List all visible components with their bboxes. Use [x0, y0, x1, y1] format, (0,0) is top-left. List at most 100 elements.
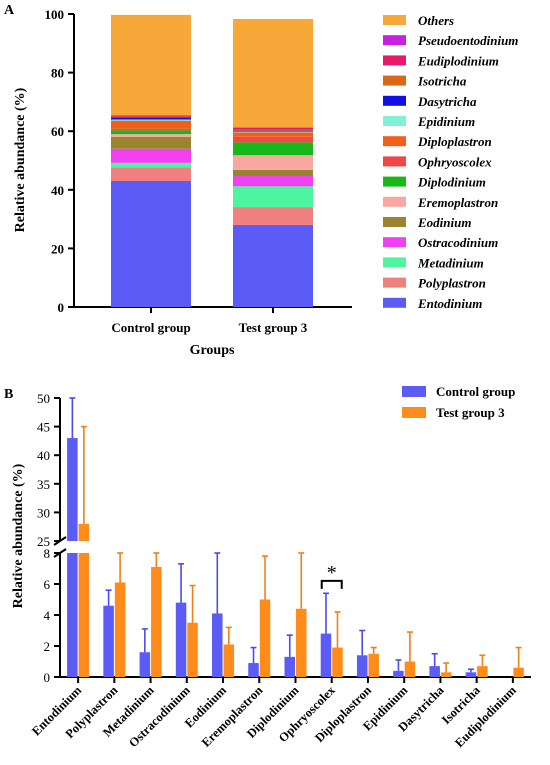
stacked-bar-segment-polyplastron-test-group-3 [233, 207, 313, 225]
legend-swatch-eudiplodinium [383, 55, 406, 66]
legend-swatch-eremoplastron [383, 196, 406, 207]
panel-a-y-tick-label: 40 [51, 183, 64, 198]
panel-a-y-tick-label: 100 [45, 7, 65, 22]
bar-test-group-3-ostracodinium [187, 622, 198, 677]
panel-a-x-tick-label: Control group [111, 320, 190, 335]
stacked-bar-segment-epidinium-control-group [111, 119, 191, 121]
legend-label-epidinium: Epidinium [417, 114, 475, 129]
bar-test-group-3-dasytricha [440, 672, 452, 677]
significance-star: * [327, 562, 337, 584]
legend-label-test-group-3: Test group 3 [436, 405, 505, 420]
legend-swatch-entodinium [383, 297, 406, 308]
legend-swatch-metadinium [383, 257, 406, 268]
panel-b-legend: Control group Test group 3 [402, 384, 515, 420]
legend-label-dasytricha: Dasytricha [417, 94, 477, 109]
stacked-bar-segment-pseudoentodinium-control-group [111, 115, 191, 116]
bar-control-group-metadinium [139, 652, 151, 677]
stacked-bar-segment-eodinium-control-group [111, 136, 191, 149]
panel-a: A Relative abundance (%) Groups 0 20 40 60 8… [4, 3, 518, 358]
bar-test-group-3-entodinium-upper [78, 523, 90, 541]
panel-b-y-tick-label: 30 [37, 505, 50, 520]
stacked-bar-segment-ostracodinium-control-group [111, 148, 191, 163]
panel-b-y-axis-label: Relative abundance (%) [11, 463, 26, 608]
bar-control-group-dasytricha [429, 666, 440, 677]
legend-swatch-others [383, 15, 406, 25]
panel-b-y-tick-label: 45 [37, 420, 50, 435]
panel-b-y-tick-label: 50 [37, 391, 50, 406]
stacked-bar-segment-ophryoscolex-control-group [111, 128, 191, 131]
panel-b-y-tick-label: 8 [44, 546, 51, 561]
panel-a-axes: 0 20 40 60 80 100 Control group Test group 3 [45, 7, 352, 335]
stacked-bar-segment-diplodinium-test-group-3 [233, 142, 313, 156]
panel-b-bars: * [67, 397, 524, 677]
stacked-bar-segment-others-control-group [111, 14, 191, 116]
legend-swatch-dasytricha [383, 95, 406, 106]
bar-control-group-epidinium [393, 670, 404, 677]
panel-b-y-tick-label: 35 [37, 477, 50, 492]
legend-swatch-diploplastron [383, 136, 406, 147]
bar-test-group-3-entodinium [78, 553, 90, 677]
panel-b-y-tick-label: 2 [44, 639, 51, 654]
stacked-bar-segment-polyplastron-control-group [111, 167, 191, 182]
panel-b-axes: 25303540455002468EntodiniumPolyplastronM… [29, 391, 531, 750]
legend-label-others: Others [418, 13, 454, 28]
stacked-bar-segment-metadinium-test-group-3 [233, 186, 313, 208]
legend-label-isotricha: Isotricha [417, 74, 467, 89]
panel-a-legend: Others Pseudoentodinium Eudiplodinium Isotr… [383, 13, 518, 311]
panel-a-y-tick-label: 60 [51, 124, 64, 139]
stacked-bar-segment-diplodinium-control-group [111, 130, 191, 135]
bar-control-group-ophryoscolex [320, 633, 332, 677]
legend-label-control-group: Control group [436, 384, 515, 399]
legend-swatch-polyplastron [383, 277, 406, 288]
legend-label-diploplastron: Diploplastron [417, 134, 492, 149]
legend-label-ostracodinium: Ostracodinium [418, 235, 498, 250]
legend-swatch-isotricha [383, 75, 406, 86]
legend-label-polyplastron: Polyplastron [418, 276, 486, 291]
stacked-bar-segment-eremoplastron-control-group [111, 134, 191, 137]
stacked-bar-segment-eremoplastron-test-group-3 [233, 155, 313, 170]
stacked-bar-segment-diploplastron-control-group [111, 120, 191, 129]
legend-label-diplodinium: Diplodinium [417, 175, 486, 190]
stacked-bar-segment-ophryoscolex-test-group-3 [233, 136, 313, 143]
panel-b-y-tick-label: 40 [37, 448, 50, 463]
stacked-bar-segment-eudiplodinium-test-group-3 [233, 127, 313, 130]
legend-swatch-eodinium [383, 217, 406, 227]
panel-a-label: A [4, 3, 15, 18]
legend-swatch-diplodinium [383, 176, 406, 187]
bar-test-group-3-polyplastron [114, 582, 126, 677]
panel-a-y-tick-label: 0 [58, 300, 65, 315]
bar-test-group-3-eremoplastron [259, 599, 271, 677]
panel-b-label: B [4, 387, 13, 402]
stacked-bar-segment-isotricha-test-group-3 [233, 129, 313, 131]
legend-label-metadinium: Metadinium [417, 255, 484, 270]
stacked-bar-segment-isotricha-control-group [111, 116, 191, 118]
panel-a-y-axis-label: Relative abundance (%) [13, 87, 28, 232]
bar-test-group-3-ophryoscolex [332, 647, 343, 677]
panel-a-bars [111, 14, 313, 307]
panel-a-x-axis-label: Groups [190, 343, 235, 358]
stacked-bar-segment-others-test-group-3 [233, 18, 313, 128]
panel-b-y-tick-label: 25 [37, 534, 50, 549]
legend-swatch-control-group [402, 386, 426, 397]
panel-b-y-tick-label: 6 [44, 577, 51, 592]
bar-control-group-ostracodinium [175, 602, 187, 677]
bar-test-group-3-diplodinium [296, 608, 307, 677]
stacked-bar-segment-eudiplodinium-control-group [111, 115, 191, 117]
panel-a-y-tick-label: 80 [51, 66, 64, 81]
stacked-bar-segment-entodinium-test-group-3 [233, 224, 313, 307]
stacked-bar-segment-diploplastron-test-group-3 [233, 132, 313, 137]
bar-control-group-eodinium [212, 613, 223, 677]
legend-label-eremoplastron: Eremoplastron [417, 195, 498, 210]
bar-test-group-3-eodinium [223, 644, 235, 677]
legend-label-pseudoentodinium: Pseudoentodinium [418, 33, 518, 48]
stacked-bar-segment-metadinium-control-group [111, 162, 191, 168]
panel-b: B Relative abundance (%) 25 30 35 40 45 50 0 2 4… [4, 384, 531, 750]
panel-b-y-tick-label: 4 [44, 608, 51, 623]
legend-swatch-ophryoscolex [383, 156, 406, 167]
legend-swatch-test-group-3 [402, 407, 426, 418]
significance-bracket [320, 579, 343, 589]
bar-test-group-3-diploplastron [368, 653, 379, 677]
legend-label-ophryoscolex: Ophryoscolex [418, 154, 492, 169]
bar-control-group-polyplastron [103, 605, 114, 677]
